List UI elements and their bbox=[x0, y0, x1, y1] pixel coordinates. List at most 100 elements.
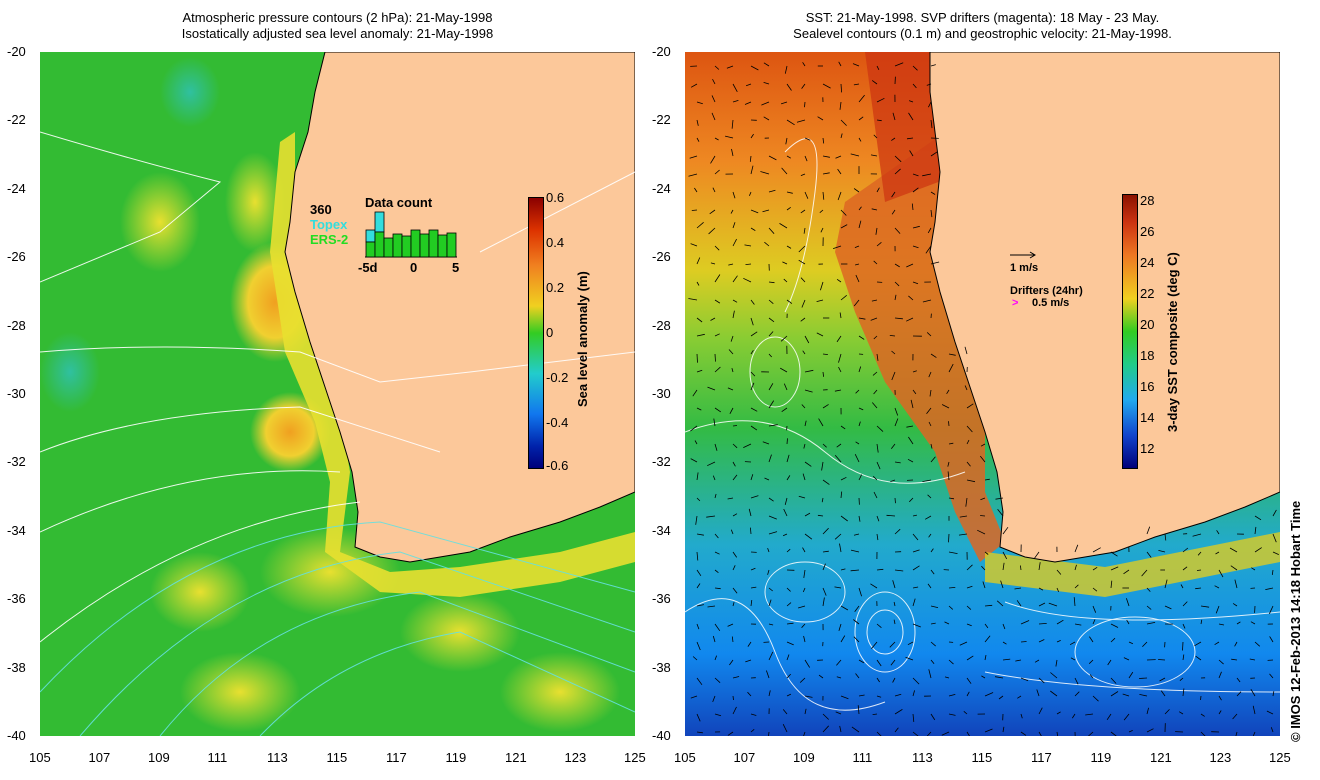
velocity-arrow bbox=[690, 425, 698, 432]
velocity-arrow bbox=[1139, 694, 1148, 697]
velocity-arrow bbox=[750, 65, 759, 71]
velocity-arrow bbox=[695, 515, 698, 525]
velocity-arrow bbox=[818, 674, 824, 679]
velocity-arrow bbox=[706, 515, 716, 518]
velocity-arrow bbox=[875, 227, 878, 235]
velocity-arrow bbox=[750, 133, 754, 139]
velocity-arrow bbox=[818, 418, 824, 427]
velocity-arrow bbox=[1146, 707, 1149, 715]
left-panel-title: Atmospheric pressure contours (2 hPa): 2… bbox=[40, 10, 635, 42]
velocity-arrow bbox=[714, 533, 719, 539]
velocity-arrow bbox=[980, 443, 986, 447]
velocity-arrow bbox=[1073, 597, 1076, 607]
velocity-arrow bbox=[912, 713, 915, 722]
velocity-arrow bbox=[870, 317, 878, 321]
velocity-arrow bbox=[1122, 693, 1130, 697]
velocity-arrow bbox=[984, 728, 993, 733]
anomaly-tick: 0.2 bbox=[546, 280, 565, 295]
velocity-arrow bbox=[837, 191, 842, 201]
velocity-arrow bbox=[1128, 730, 1133, 733]
velocity-arrow bbox=[855, 389, 860, 394]
velocity-arrow bbox=[696, 713, 701, 722]
velocity-arrow bbox=[714, 551, 720, 555]
velocity-arrow bbox=[822, 371, 824, 377]
velocity-arrow bbox=[876, 443, 879, 453]
velocity-arrow bbox=[745, 83, 752, 87]
velocity-arrow bbox=[1254, 641, 1261, 647]
velocity-arrow bbox=[840, 605, 849, 611]
velocity-arrow bbox=[927, 583, 932, 589]
velocity-arrow bbox=[727, 497, 734, 500]
lat-tick-label: -36 bbox=[7, 591, 26, 607]
lat-tick-label: -38 bbox=[7, 659, 26, 675]
velocity-arrow bbox=[871, 402, 878, 409]
velocity-arrow bbox=[912, 225, 920, 229]
velocity-arrow bbox=[743, 277, 752, 283]
velocity-arrow bbox=[977, 529, 986, 535]
velocity-arrow bbox=[871, 641, 878, 650]
velocity-arrow bbox=[802, 350, 806, 355]
velocity-arrow bbox=[838, 623, 842, 632]
lon-tick-label: 121 bbox=[505, 750, 527, 765]
velocity-arrow bbox=[730, 335, 734, 342]
velocity-arrow bbox=[727, 731, 734, 736]
velocity-arrow bbox=[834, 455, 842, 463]
velocity-arrow bbox=[1020, 641, 1027, 643]
velocity-arrow bbox=[822, 353, 828, 355]
velocity-arrow bbox=[768, 515, 777, 520]
velocity-arrow bbox=[1110, 677, 1117, 684]
velocity-arrow bbox=[850, 569, 860, 572]
sst-map[interactable]: 1 m/s Drifters (24hr) > 0.5 m/s 28 26 24… bbox=[685, 52, 1280, 736]
velocity-arrow bbox=[747, 641, 752, 647]
velocity-arrow bbox=[912, 533, 919, 541]
velocity-arrow bbox=[1200, 619, 1203, 625]
velocity-arrow bbox=[780, 367, 788, 373]
velocity-arrow bbox=[909, 150, 914, 157]
sst-tick: 12 bbox=[1140, 441, 1155, 456]
velocity-arrow bbox=[876, 515, 880, 522]
velocity-arrow bbox=[891, 191, 896, 198]
velocity-arrow bbox=[894, 461, 901, 464]
velocity-arrow bbox=[732, 587, 738, 594]
velocity-arrow bbox=[817, 116, 824, 121]
anomaly-patch bbox=[250, 392, 330, 472]
velocity-arrow bbox=[696, 677, 703, 686]
velocity-arrow bbox=[696, 333, 705, 337]
velocity-arrow bbox=[1269, 673, 1274, 679]
velocity-arrow bbox=[964, 385, 968, 391]
velocity-arrow bbox=[786, 693, 792, 697]
velocity-arrow bbox=[763, 82, 770, 85]
velocity-arrow bbox=[714, 366, 721, 373]
velocity-arrow bbox=[691, 209, 698, 211]
velocity-arrow bbox=[768, 400, 775, 409]
velocity-arrow bbox=[1229, 547, 1238, 553]
velocity-arrow bbox=[853, 83, 860, 86]
sea-level-anomaly-map[interactable]: 360 Topex ERS-2 Data count -5d 0 5 0.6 0… bbox=[40, 52, 635, 736]
velocity-arrow bbox=[995, 497, 1004, 500]
drifter-legend-arrow: > bbox=[1012, 297, 1019, 309]
velocity-arrow bbox=[1074, 584, 1079, 589]
velocity-arrow bbox=[750, 371, 756, 377]
velocity-arrow bbox=[768, 281, 775, 284]
velocity-arrow bbox=[889, 641, 896, 648]
velocity-arrow bbox=[804, 389, 813, 393]
velocity-arrow bbox=[692, 389, 698, 397]
velocity-arrow bbox=[750, 567, 756, 571]
velocity-arrow bbox=[838, 366, 842, 373]
sst-tick: 28 bbox=[1140, 193, 1155, 208]
velocity-arrow bbox=[1250, 621, 1256, 625]
velocity-arrow bbox=[850, 153, 860, 157]
velocity-arrow bbox=[1232, 713, 1238, 720]
velocity-scale-arrow bbox=[1010, 251, 1036, 259]
velocity-arrow bbox=[1179, 677, 1184, 682]
velocity-arrow bbox=[710, 262, 716, 265]
lat-tick-label: -36 bbox=[652, 591, 671, 607]
sst-tick: 20 bbox=[1140, 317, 1155, 332]
velocity-arrow bbox=[873, 335, 878, 340]
velocity-arrow bbox=[930, 641, 936, 647]
velocity-arrow bbox=[714, 274, 721, 283]
velocity-arrow bbox=[1236, 677, 1241, 683]
velocity-arrow bbox=[767, 569, 770, 575]
lon-tick-label: 107 bbox=[733, 750, 756, 765]
copyright-credit: © IMOS 12-Feb-2013 14:18 Hobart Time bbox=[1288, 500, 1303, 742]
